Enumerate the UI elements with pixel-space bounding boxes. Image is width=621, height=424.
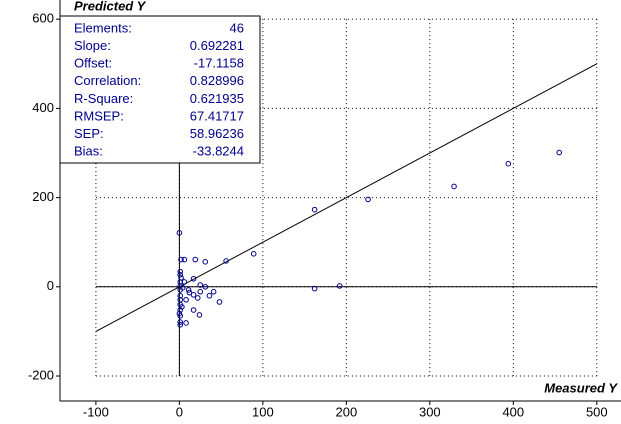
stat-label: Bias: <box>74 144 103 159</box>
point <box>181 256 188 263</box>
point <box>197 288 204 295</box>
stat-label: Elements: <box>74 20 132 35</box>
point <box>183 320 189 326</box>
stats-box <box>59 15 261 164</box>
point <box>181 279 188 285</box>
point <box>311 206 318 213</box>
point <box>177 321 184 328</box>
stat-value: 46 <box>230 20 244 35</box>
point <box>206 292 213 299</box>
stat-value: 0.692281 <box>190 38 244 53</box>
x-tick-label: 300 <box>419 404 441 419</box>
point <box>179 304 185 310</box>
point <box>311 285 318 292</box>
point <box>177 268 184 275</box>
x-tick-label: 100 <box>252 404 274 419</box>
y-tick-label: 0 <box>47 278 54 293</box>
stat-label: RMSEP: <box>74 108 124 123</box>
stat-value: -17.1158 <box>194 56 244 71</box>
x-tick-label: 0 <box>176 404 183 419</box>
point <box>556 149 563 156</box>
stat-value: 0.621935 <box>190 91 244 106</box>
point <box>190 275 197 282</box>
point <box>177 319 184 325</box>
y-axis-title: Predicted Y <box>74 0 147 13</box>
point <box>183 296 189 303</box>
point <box>176 310 183 317</box>
point <box>365 196 371 203</box>
stat-label: R-Square: <box>74 91 133 106</box>
point <box>192 256 199 263</box>
identity-line <box>95 63 598 332</box>
point <box>176 230 183 236</box>
point <box>451 183 457 190</box>
point <box>194 295 201 301</box>
stat-value: 0.828996 <box>190 73 244 88</box>
point <box>177 307 184 313</box>
point <box>336 283 343 289</box>
x-axis-title: Measured Y <box>544 380 618 395</box>
point <box>197 282 204 288</box>
point <box>505 160 512 167</box>
point <box>216 299 223 305</box>
x-tick-label: -100 <box>83 404 109 419</box>
y-tick-label: 400 <box>32 100 54 115</box>
stat-value: 67.41717 <box>190 108 244 123</box>
stat-label: Slope: <box>74 38 111 53</box>
point <box>186 289 193 296</box>
point <box>190 307 197 313</box>
point <box>202 284 209 290</box>
y-tick-label: 600 <box>32 11 54 26</box>
point <box>250 251 257 257</box>
point <box>190 292 197 298</box>
point <box>223 258 229 264</box>
x-tick-label: 400 <box>502 404 524 419</box>
stat-value: -33.8244 <box>193 144 244 159</box>
point <box>196 312 203 318</box>
x-tick-label: 200 <box>335 404 357 419</box>
point <box>210 288 217 295</box>
stat-label: Offset: <box>74 56 112 71</box>
y-tick-label: -200 <box>28 367 54 382</box>
point <box>177 271 184 278</box>
point <box>177 292 184 299</box>
point <box>178 256 184 263</box>
stat-value: 58.96236 <box>190 126 244 141</box>
stat-label: Correlation: <box>74 73 141 88</box>
x-tick-label: 500 <box>586 404 608 419</box>
point <box>178 275 184 281</box>
point <box>185 287 192 293</box>
point <box>179 284 186 291</box>
point <box>202 259 209 265</box>
stat-label: SEP: <box>74 126 104 141</box>
y-tick-label: 200 <box>32 189 54 204</box>
